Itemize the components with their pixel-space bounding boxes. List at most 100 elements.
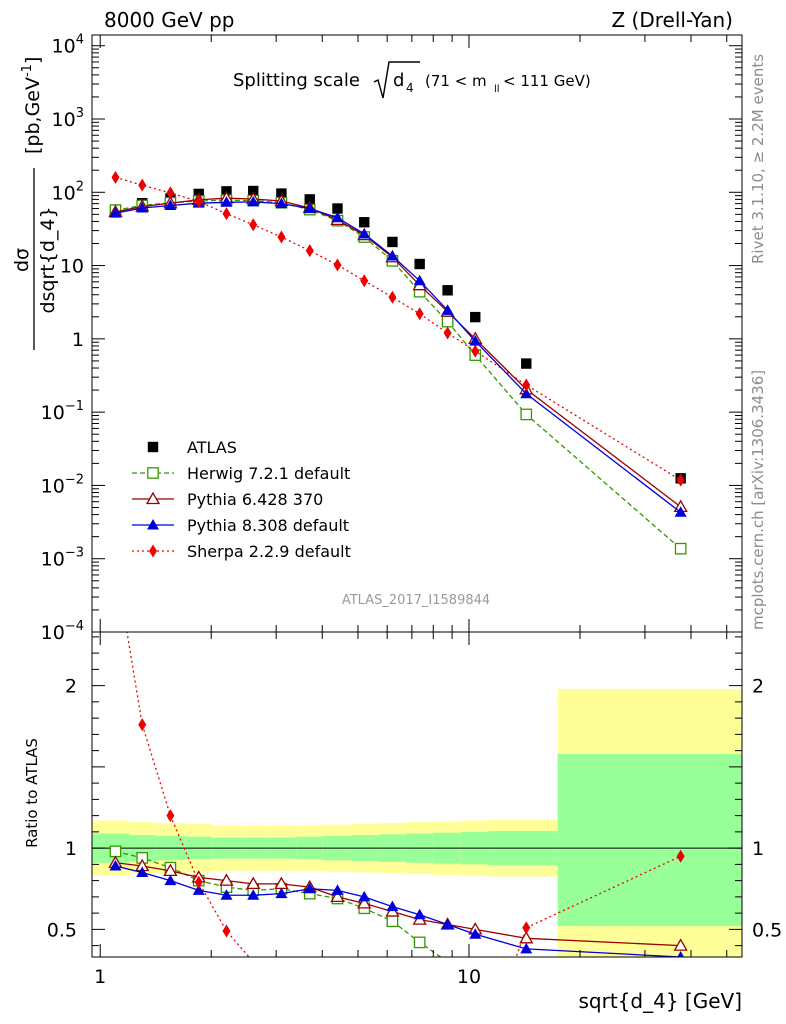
- ratio-frame: [91, 631, 743, 958]
- ratio-series: [108, 632, 688, 957]
- data-point: [471, 344, 480, 358]
- ratio-y-tick-label-right: 0.5: [752, 919, 782, 941]
- title-main: Splitting scale: [233, 70, 360, 91]
- data-point: [164, 874, 177, 886]
- y-tick-label: 10: [60, 256, 84, 278]
- data-point: [469, 928, 482, 939]
- legend-label: ATLAS: [187, 438, 237, 457]
- ylabel-unit: [pb,GeV-1]: [20, 57, 44, 154]
- main-title: Splitting scale d 4 (71 < m ll < 111 GeV…: [233, 61, 591, 99]
- series-line: [115, 176, 682, 481]
- series-line: [115, 197, 682, 508]
- data-point: [166, 186, 175, 200]
- data-point: [303, 202, 316, 214]
- series-sherpa-2-2-9-default: [111, 170, 685, 487]
- ratio-y-axis-label: Ratio to ATLAS: [23, 738, 41, 848]
- title-range-sub: ll: [494, 84, 500, 95]
- legend-entry: Sherpa 2.2.9 default: [132, 542, 351, 561]
- data-point: [521, 358, 532, 369]
- ratio-y-tick-label: 0.5: [47, 919, 77, 941]
- ratio-y-tick-label-right: 1: [752, 838, 764, 860]
- data-point: [109, 845, 122, 858]
- mcplots-label: mcplots.cern.ch [arXiv:1306.3436]: [749, 370, 767, 630]
- data-point: [358, 890, 371, 902]
- series-line: [115, 865, 681, 957]
- data-point: [470, 311, 481, 323]
- data-point: [386, 915, 399, 928]
- data-point: [220, 889, 233, 900]
- data-point: [388, 290, 397, 304]
- data-point: [136, 202, 149, 213]
- data-point: [331, 884, 344, 895]
- legend-label: Pythia 6.428 370: [187, 490, 323, 509]
- data-point: [247, 195, 260, 207]
- x-axis-label: sqrt{d_4} [GeV]: [579, 989, 743, 1013]
- data-point: [674, 506, 687, 517]
- data-point: [357, 896, 372, 909]
- data-point: [386, 900, 399, 912]
- rivet-label: Rivet 3.1.10, ≥ 2.2M events: [749, 54, 767, 264]
- title-range-end: < 111 GeV): [503, 72, 591, 90]
- legend-marker: [145, 491, 161, 505]
- data-point: [109, 207, 122, 218]
- ratio-y-tick-label: 2: [65, 676, 77, 698]
- data-point: [194, 194, 203, 208]
- data-point: [330, 889, 345, 903]
- title-range: (71 < m: [425, 72, 487, 90]
- data-point: [676, 473, 685, 487]
- data-point: [677, 951, 685, 957]
- ratio-series-sherpa-2-2-9-default: [126, 632, 685, 957]
- data-point: [303, 882, 316, 894]
- data-point: [331, 211, 344, 223]
- legend-entry: Herwig 7.2.1 default: [132, 464, 350, 483]
- main-ticks: [92, 35, 742, 633]
- data-point: [386, 250, 399, 261]
- series-line: [115, 199, 682, 550]
- data-point: [276, 188, 287, 199]
- data-point: [674, 542, 687, 555]
- data-point: [277, 230, 286, 244]
- data-point: [413, 908, 426, 920]
- data-point: [164, 199, 177, 211]
- y-tick-label: 102: [52, 179, 84, 204]
- main-series: [108, 170, 688, 555]
- data-point: [333, 258, 342, 272]
- data-point: [441, 304, 454, 315]
- data-point: [359, 217, 370, 228]
- data-point: [414, 258, 425, 270]
- legend-entry: ATLAS: [147, 438, 237, 457]
- inner-band: [557, 753, 742, 927]
- legend-marker: [147, 467, 159, 479]
- data-point: [676, 849, 685, 863]
- data-point: [248, 185, 259, 197]
- data-point: [220, 196, 233, 207]
- data-point: [522, 921, 531, 935]
- data-point: [247, 889, 260, 900]
- data-point: [192, 884, 205, 895]
- data-point: [387, 236, 398, 248]
- data-point: [469, 335, 482, 346]
- ratio-panel: 0.5 0.5 1 1 2 2 1 10 Ratio to ATLAS sqrt{d_4} […: [23, 631, 782, 1013]
- data-point: [136, 866, 149, 877]
- x-tick-label: 1: [94, 966, 106, 988]
- data-point: [441, 315, 454, 328]
- y-tick-label: 10−1: [41, 399, 84, 424]
- title-sqrt-d: d: [393, 70, 404, 91]
- data-point: [332, 203, 343, 214]
- series-line: [115, 862, 681, 947]
- legend-marker: [147, 519, 159, 530]
- data-point: [520, 408, 533, 421]
- data-point: [304, 194, 315, 205]
- data-point: [673, 938, 688, 951]
- data-point: [441, 918, 454, 929]
- data-point: [413, 274, 426, 286]
- ratio-y-tick-label-right: 2: [752, 676, 764, 698]
- data-point: [246, 876, 261, 890]
- ylabel-den: dsqrt{d_4}: [37, 206, 59, 313]
- data-point: [520, 387, 533, 399]
- series-line: [115, 201, 682, 513]
- data-point: [111, 170, 120, 184]
- data-point: [520, 942, 533, 954]
- data-point: [222, 924, 231, 938]
- data-point: [166, 809, 175, 823]
